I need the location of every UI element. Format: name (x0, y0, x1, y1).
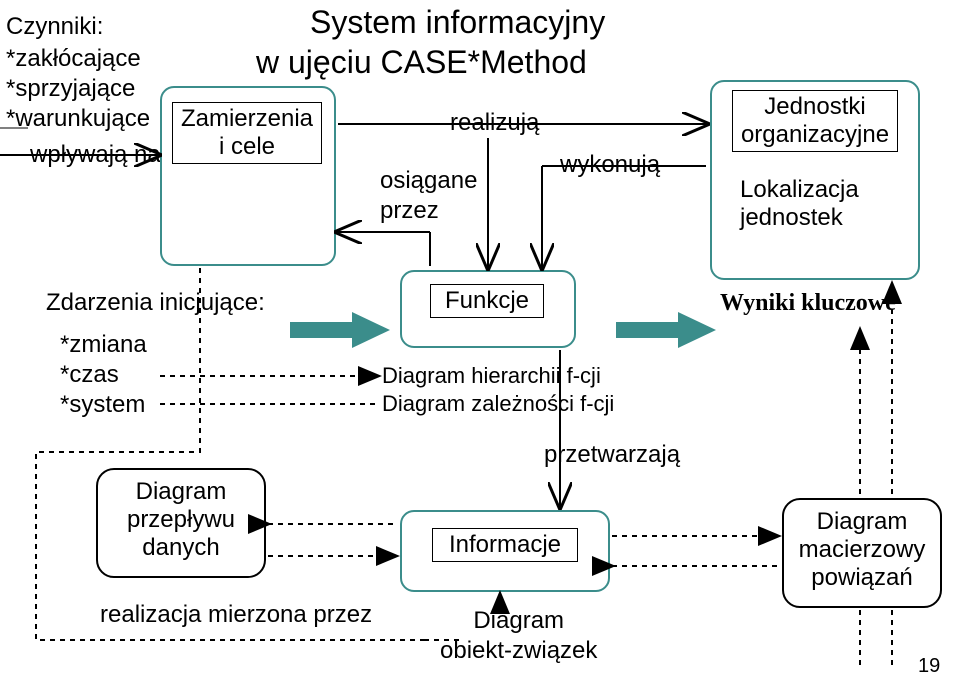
page-number: 19 (918, 654, 940, 679)
dm-l1: Diagram (790, 508, 934, 536)
sprzyjajace-label: *sprzyjające (6, 74, 135, 104)
inner-funkcje: Funkcje (430, 284, 544, 318)
label-osiagane: osiągane przez (380, 166, 477, 226)
zaklocajace-label: *zakłócające (6, 44, 141, 74)
inner-zamierzenia: Zamierzenia i cele (172, 102, 322, 164)
jednostki-l1: Jednostki (737, 93, 893, 121)
box-informacje: Informacje (400, 510, 610, 592)
label-diagram-zaleznosci: Diagram zależności f-cji (382, 390, 614, 418)
jednostki-l2: organizacyjne (737, 121, 893, 149)
zamierzenia-l1: Zamierzenia (177, 105, 317, 133)
box-funkcje: Funkcje (400, 270, 576, 348)
dm-l2: macierzowy (790, 536, 934, 564)
funkcje-label: Funkcje (445, 287, 529, 314)
dpd-l3: danych (104, 534, 258, 562)
box-zamierzenia: Zamierzenia i cele (160, 86, 336, 266)
informacje-label: Informacje (449, 531, 561, 558)
lokalizacja-text: Lokalizacja jednostek (740, 176, 859, 232)
zdarzenia-label: Zdarzenia inicjujące: (46, 288, 265, 318)
label-wykonuja: wykonują (560, 150, 660, 180)
system-label: *system (60, 390, 145, 420)
label-diagram-hierarchii: Diagram hierarchii f-cji (382, 362, 601, 390)
label-diagram-obiekt: Diagram obiekt-związek (440, 606, 597, 666)
warunkujace-label: *warunkujące (6, 104, 150, 134)
inner-informacje: Informacje (432, 528, 578, 562)
dm-l3: powiązań (790, 564, 934, 592)
title-line1: System informacyjny (310, 2, 605, 42)
wplywaja-na-label: wpływają na (30, 140, 161, 170)
zamierzenia-l2: i cele (177, 133, 317, 161)
label-wyniki-kluczowe: Wyniki kluczowe (720, 288, 896, 318)
label-realizuja: realizują (450, 108, 539, 138)
czas-label: *czas (60, 360, 119, 390)
box-diagram-macierzowy: Diagram macierzowy powiązań (782, 498, 942, 608)
dpd-l2: przepływu (104, 506, 258, 534)
box-jednostki: Jednostki organizacyjne Lokalizacja jedn… (710, 80, 920, 280)
title-line2: w ujęciu CASE*Method (256, 42, 587, 82)
box-diagram-przeplywu: Diagram przepływu danych (96, 468, 266, 578)
label-realizacja-mierzona: realizacja mierzona przez (100, 600, 372, 630)
inner-jednostki: Jednostki organizacyjne (732, 90, 898, 152)
czynniki-label: Czynniki: (6, 12, 103, 42)
zmiana-label: *zmiana (60, 330, 147, 360)
label-przetwarzaja: przetwarzają (544, 440, 680, 470)
dpd-l1: Diagram (104, 478, 258, 506)
